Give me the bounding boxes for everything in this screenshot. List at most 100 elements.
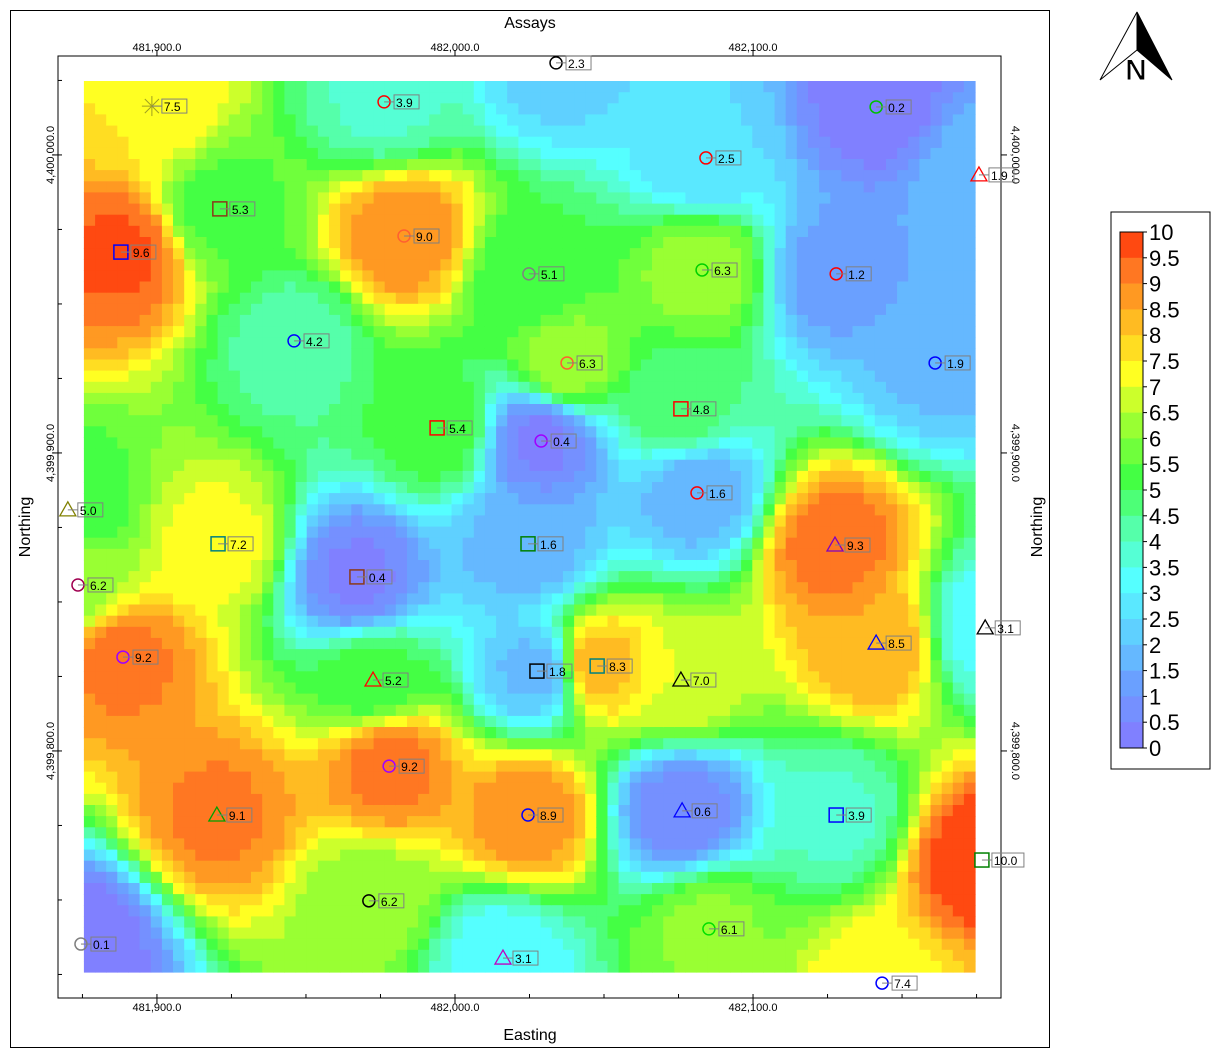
- heatmap-cell: [284, 482, 297, 494]
- heatmap-cell: [774, 248, 787, 260]
- heatmap-cell: [629, 515, 642, 528]
- heatmap-cell: [239, 270, 252, 283]
- heatmap-cell: [707, 426, 720, 438]
- heatmap-cell: [529, 827, 542, 839]
- heatmap-cell: [184, 259, 196, 271]
- heatmap-cell: [362, 415, 375, 427]
- heatmap-cell: [674, 415, 686, 427]
- heatmap-cell: [607, 448, 620, 461]
- heatmap-cell: [407, 805, 419, 817]
- heatmap-cell: [540, 715, 553, 728]
- heatmap-cell: [496, 593, 508, 606]
- heatmap-cell: [184, 715, 196, 728]
- heatmap-cell: [540, 493, 553, 505]
- heatmap-cell: [451, 192, 464, 205]
- heatmap-cell: [262, 237, 274, 249]
- heatmap-cell: [718, 448, 731, 461]
- heatmap-cell: [596, 348, 608, 360]
- heatmap-cell: [585, 894, 597, 906]
- heatmap-cell: [217, 303, 230, 316]
- heatmap-cell: [83, 715, 96, 728]
- heatmap-cell: [562, 225, 575, 238]
- heatmap-cell: [674, 827, 686, 839]
- heatmap-cell: [674, 571, 686, 583]
- heatmap-cell: [730, 303, 742, 316]
- heatmap-cell: [730, 214, 742, 227]
- heatmap-cell: [106, 548, 118, 561]
- heatmap-cell: [262, 404, 274, 416]
- heatmap-cell: [451, 470, 464, 483]
- heatmap-cell: [407, 381, 419, 394]
- heatmap-cell: [551, 715, 564, 728]
- heatmap-cell: [340, 426, 352, 438]
- heatmap-cell: [685, 604, 698, 617]
- heatmap-cell: [496, 493, 508, 505]
- heatmap-cell: [217, 248, 230, 260]
- heatmap-cell: [206, 281, 219, 294]
- heatmap-cell: [362, 582, 375, 594]
- heatmap-cell: [161, 248, 174, 260]
- heatmap-cell: [707, 270, 720, 283]
- heatmap-cell: [730, 693, 742, 706]
- heatmap-cell: [95, 715, 107, 728]
- heatmap-cell: [228, 426, 241, 438]
- heatmap-cell: [473, 715, 486, 728]
- heatmap-cell: [106, 604, 118, 617]
- heatmap-cell: [306, 426, 319, 438]
- heatmap-cell: [251, 537, 263, 550]
- heatmap-cell: [696, 337, 709, 349]
- heatmap-cell: [317, 704, 330, 717]
- heatmap-cell: [273, 649, 285, 661]
- heatmap-cell: [407, 938, 419, 951]
- heatmap-cell: [217, 905, 230, 917]
- heatmap-cell: [752, 303, 764, 316]
- heatmap-cell: [674, 392, 686, 405]
- heatmap-cell: [373, 548, 386, 561]
- heatmap-cell: [284, 838, 297, 851]
- heatmap-cell: [106, 426, 118, 438]
- heatmap-cell: [574, 404, 586, 416]
- heatmap-cell: [95, 125, 107, 138]
- heatmap-cell: [329, 949, 341, 962]
- heatmap-cell: [407, 482, 419, 494]
- heatmap-cell: [763, 159, 776, 171]
- heatmap-cell: [317, 960, 330, 973]
- heatmap-cell: [195, 81, 207, 93]
- heatmap-cell: [317, 125, 330, 138]
- heatmap-cell: [161, 370, 174, 383]
- heatmap-cell: [217, 314, 230, 327]
- heatmap-cell: [429, 103, 441, 115]
- heatmap-cell: [106, 871, 118, 884]
- heatmap-cell: [251, 771, 263, 784]
- heatmap-cell: [95, 203, 107, 216]
- heatmap-cell: [585, 292, 597, 305]
- heatmap-cell: [284, 270, 297, 283]
- heatmap-cell: [362, 170, 375, 182]
- heatmap-cell: [362, 883, 375, 895]
- heatmap-cell: [507, 626, 519, 639]
- heatmap-cell: [663, 370, 675, 383]
- heatmap-cell: [161, 459, 174, 472]
- heatmap-cell: [484, 482, 497, 494]
- heatmap-cell: [329, 760, 341, 773]
- heatmap-cell: [239, 793, 252, 806]
- heatmap-cell: [741, 370, 753, 383]
- heatmap-cell: [340, 905, 352, 917]
- heatmap-cell: [574, 905, 586, 917]
- heatmap-cell: [306, 170, 319, 182]
- heatmap-cell: [652, 749, 664, 761]
- heatmap-cell: [607, 793, 620, 806]
- heatmap-cell: [239, 905, 252, 917]
- heatmap-cell: [596, 905, 608, 917]
- heatmap-cell: [139, 949, 152, 962]
- heatmap-cell: [707, 894, 720, 906]
- heatmap-cell: [351, 860, 363, 873]
- heatmap-cell: [418, 337, 430, 349]
- heatmap-cell: [295, 927, 308, 940]
- heatmap-cell: [317, 938, 330, 951]
- heatmap-cell: [139, 749, 152, 761]
- heatmap-cell: [351, 103, 363, 115]
- heatmap-cell: [718, 337, 731, 349]
- heatmap-cell: [607, 916, 620, 929]
- heatmap-cell: [295, 749, 308, 761]
